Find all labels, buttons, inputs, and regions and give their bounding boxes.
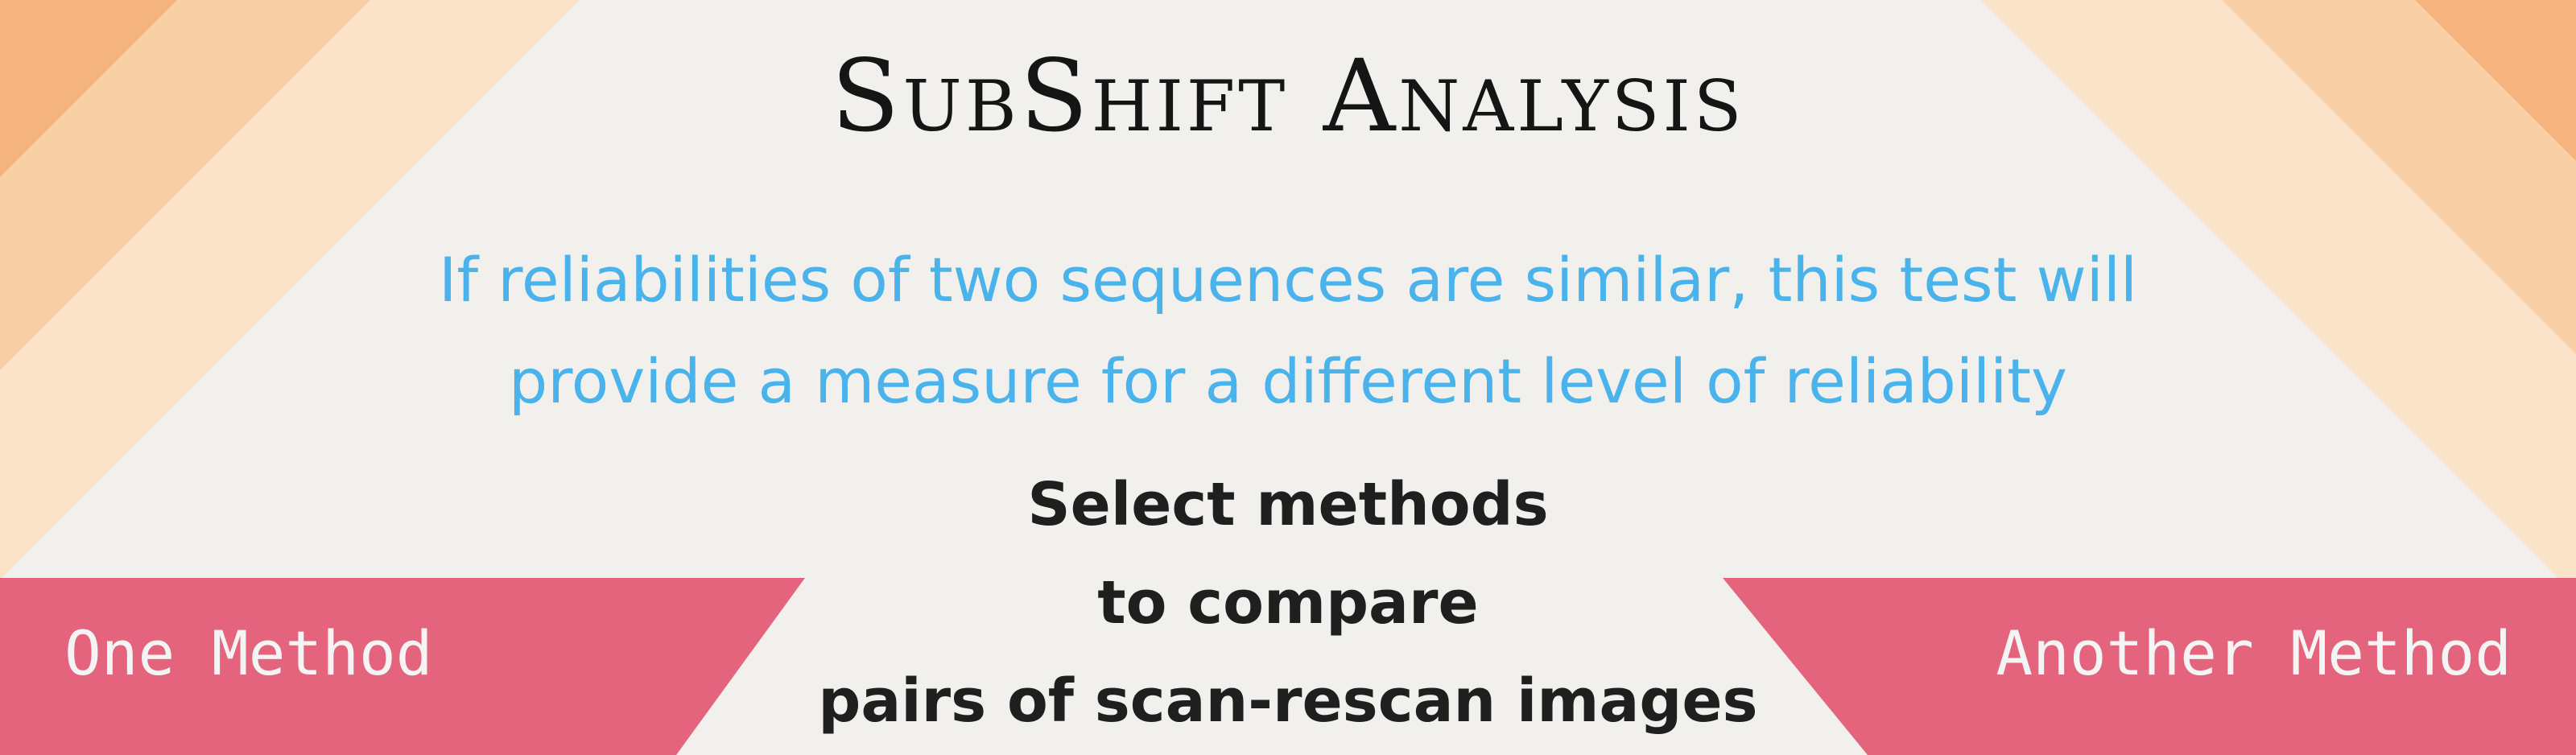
description-line-2: provide a measure for a different level … [508, 345, 2068, 417]
select-prompt-line-3: pairs of scan-rescan images [818, 666, 1758, 736]
left-stripe-mid [0, 0, 370, 370]
right-stripe-dark [2415, 0, 2576, 161]
select-prompt-line-1: Select methods [1027, 470, 1549, 539]
left-stripe-dark [0, 0, 177, 177]
another-method-label: Another Method [1996, 617, 2512, 689]
one-method-button-shape[interactable] [0, 578, 805, 755]
one-method-button[interactable]: One Method [64, 581, 676, 726]
select-prompt-line-2: to compare [1097, 568, 1479, 637]
one-method-label: One Method [64, 617, 433, 689]
description-line-1: If reliabilities of two sequences are si… [438, 244, 2138, 316]
right-stripe-mid [2222, 0, 2576, 354]
page-title: SubShift Analysis [831, 39, 1745, 155]
another-method-button[interactable]: Another Method [1932, 581, 2512, 726]
another-method-button-shape[interactable] [1723, 578, 2576, 755]
